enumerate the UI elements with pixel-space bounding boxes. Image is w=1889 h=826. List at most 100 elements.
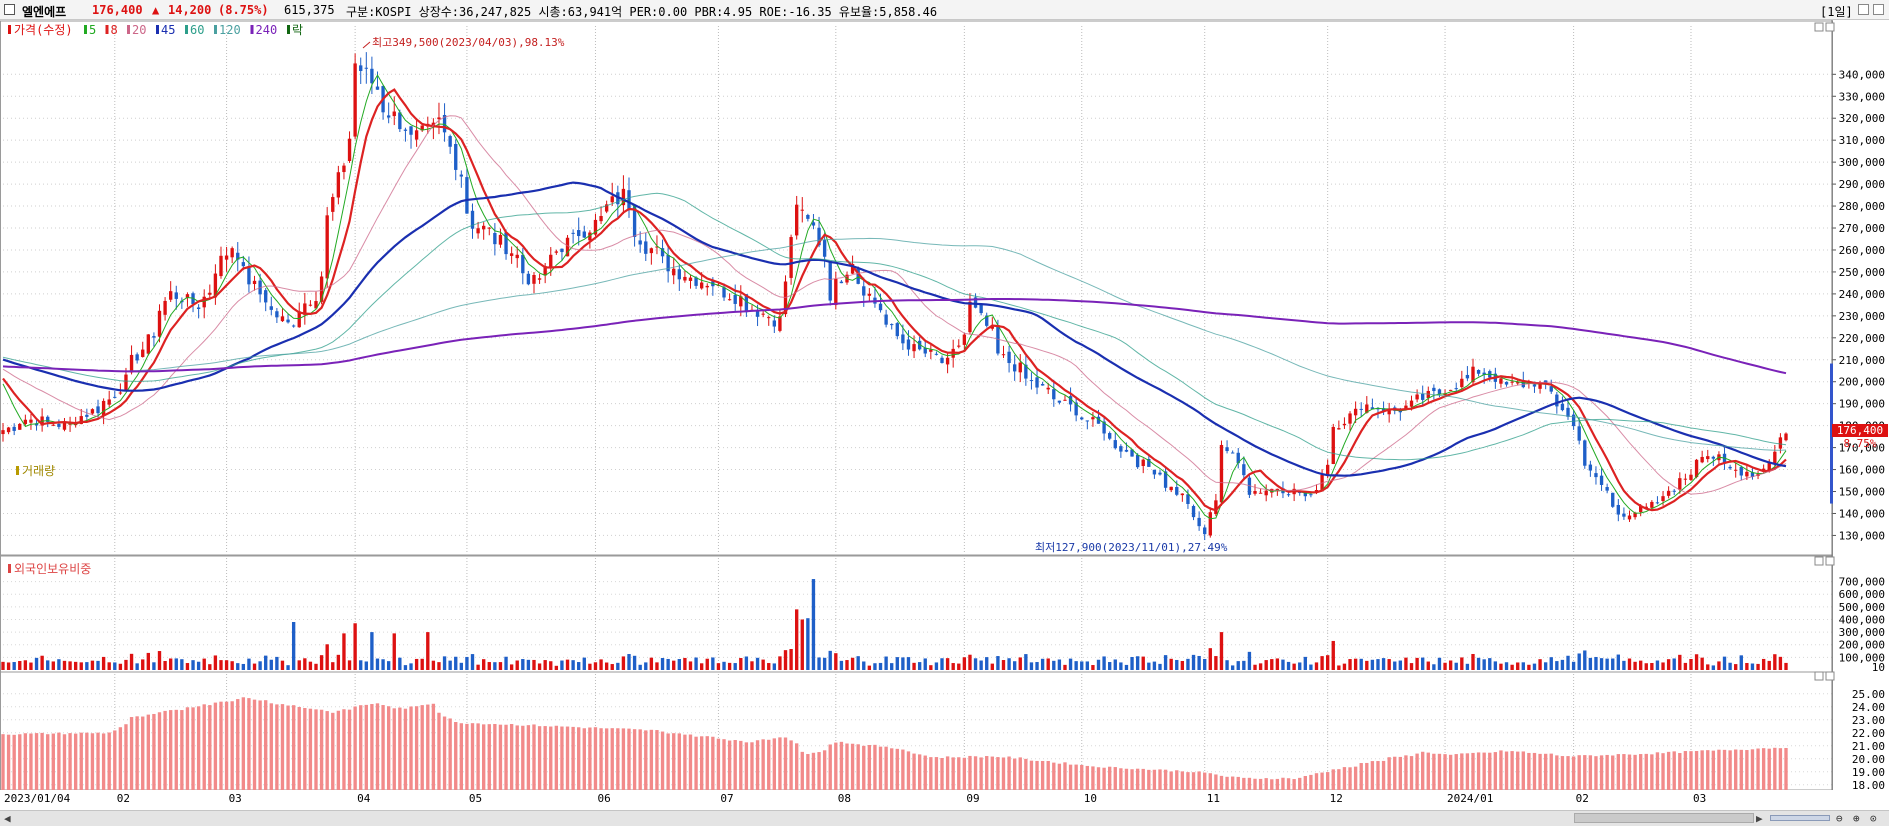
volume-bar <box>1750 663 1755 670</box>
volume-bar <box>336 654 341 670</box>
volume-bar <box>202 658 206 670</box>
zoom-reset-icon[interactable]: ⊙ <box>1870 812 1877 825</box>
candle-body <box>571 232 575 234</box>
chart-scrollbar[interactable]: ◀ ▶ ⊖ ⊕ ⊙ <box>0 810 1889 826</box>
candle-body <box>493 233 497 245</box>
foreign-bar <box>1147 769 1151 790</box>
foreign-bar <box>152 713 156 790</box>
volume-bar <box>236 663 240 670</box>
volume-bar <box>1538 659 1542 670</box>
candle-body <box>990 326 994 329</box>
price-tick-label: 220,000 <box>1839 332 1885 345</box>
volume-bar <box>1694 654 1699 670</box>
candle-body <box>1460 378 1464 388</box>
foreign-bar <box>1588 755 1593 790</box>
foreign-bar <box>1398 756 1403 790</box>
foreign-bar <box>1627 754 1632 790</box>
scroll-left-icon[interactable]: ◀ <box>4 812 11 825</box>
volume-bar <box>230 661 234 670</box>
candle-body <box>353 63 357 137</box>
candle-body <box>1566 407 1570 417</box>
foreign-bar <box>1421 751 1425 790</box>
volume-tick-label: 600,000 <box>1839 588 1885 601</box>
candle-body <box>895 323 899 337</box>
period-selector[interactable]: [1일] <box>1820 5 1853 19</box>
price-tick-label: 340,000 <box>1839 68 1885 81</box>
foreign-bar <box>359 705 363 790</box>
candle-body <box>1214 500 1218 515</box>
foreign-bar <box>1314 773 1319 790</box>
foreign-bar <box>314 709 318 790</box>
volume-bar <box>1761 658 1766 670</box>
zoom-slider[interactable] <box>1770 815 1830 821</box>
volume-bar <box>1784 662 1788 670</box>
stock-name[interactable]: 엘엔에프 <box>22 5 67 19</box>
foreign-bar <box>1639 754 1643 790</box>
foreign-bar <box>772 738 777 790</box>
header-checkbox[interactable] <box>4 4 15 15</box>
candle-body <box>157 310 162 337</box>
volume-bar <box>1108 662 1112 670</box>
date-axis: 2023/01/04 02 03 04 05 06 07 08 09 10 11 12 2024/01 0… <box>4 792 1706 805</box>
volume-bar <box>487 662 491 670</box>
zoom-out-icon[interactable]: ⊖ <box>1836 812 1843 825</box>
volume-bar <box>1 661 5 670</box>
candle-body <box>487 227 491 229</box>
volume-bar <box>319 655 324 670</box>
volume-bar <box>1309 664 1313 670</box>
foreign-bar <box>699 736 704 790</box>
foreign-bar <box>90 733 95 790</box>
candle-body <box>1633 512 1637 518</box>
chart-canvas[interactable]: 130,000140,000150,000160,000170,000180,0… <box>0 20 1889 790</box>
window-close-icon[interactable] <box>1873 4 1884 15</box>
zoom-in-icon[interactable]: ⊕ <box>1853 812 1860 825</box>
foreign-bar <box>554 725 559 790</box>
candle-body <box>1158 472 1162 475</box>
candle-body <box>90 409 95 414</box>
volume-bar <box>867 665 872 670</box>
candle-body <box>247 266 251 285</box>
volume-bar <box>1454 662 1458 670</box>
candle-body <box>185 294 190 299</box>
candle-body <box>1616 505 1620 515</box>
volume-bar <box>1331 640 1335 670</box>
scroll-thumb[interactable] <box>1574 813 1754 823</box>
candle-body <box>62 421 67 430</box>
foreign-bar <box>1348 767 1352 790</box>
volume-bar <box>280 660 285 670</box>
foreign-bar <box>431 703 436 790</box>
volume-bar <box>1577 653 1581 670</box>
candle-body <box>1029 380 1034 382</box>
volume-bar <box>286 665 290 670</box>
volume-bar <box>1147 662 1151 670</box>
foreign-bar <box>96 732 100 790</box>
candle-body <box>917 340 922 350</box>
window-restore-icon[interactable] <box>1858 4 1869 15</box>
volume-bar <box>252 663 257 670</box>
foreign-bar <box>1108 766 1112 790</box>
ma-line-120 <box>2 237 1787 451</box>
volume-bar <box>258 661 262 670</box>
volume-bar <box>1549 657 1553 670</box>
foreign-bar <box>1365 762 1369 790</box>
volume-bar <box>1342 663 1347 670</box>
volume-bar <box>1096 659 1101 670</box>
scroll-right-icon[interactable]: ▶ <box>1756 812 1763 825</box>
foreign-bar <box>1415 753 1419 790</box>
foreign-bar <box>1432 753 1436 790</box>
foreign-bar <box>29 733 33 790</box>
candle-body <box>18 423 22 430</box>
price-legend: 가격(수정) 5 8 20 45 60 120 240 락 <box>8 23 303 37</box>
foreign-bar <box>895 748 899 790</box>
candle-body <box>1080 417 1084 420</box>
price-tick-label: 200,000 <box>1839 376 1885 389</box>
candle-body <box>1242 464 1246 476</box>
volume-bar <box>1275 658 1280 670</box>
panel-buttons[interactable] <box>1814 22 1835 681</box>
volume-bar <box>470 654 475 670</box>
foreign-bar <box>621 728 626 790</box>
candle-body <box>1331 426 1335 465</box>
volume-bar <box>968 654 972 670</box>
volume-bar <box>454 656 458 670</box>
foreign-bar <box>308 708 313 790</box>
